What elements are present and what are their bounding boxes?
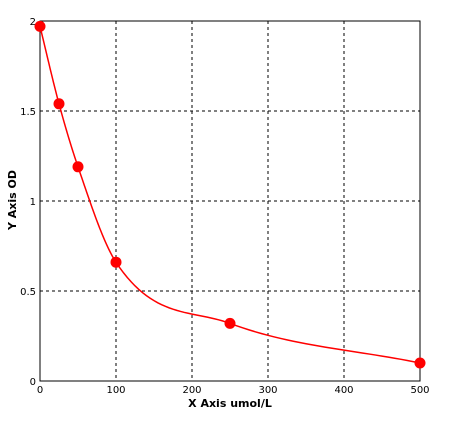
y-tick-label: 2 — [30, 17, 36, 28]
y-axis-title: Y Axis OD — [6, 170, 19, 231]
data-point — [224, 317, 236, 329]
data-point — [34, 20, 46, 32]
x-tick-labels: 0 100 200 300 400 500 — [37, 385, 430, 396]
x-tick-label: 400 — [334, 385, 353, 396]
y-tick-label: 0 — [30, 377, 36, 388]
y-tick-labels: 0 0.5 1 1.5 2 — [20, 17, 36, 388]
data-point — [53, 98, 65, 110]
x-tick-label: 0 — [37, 385, 43, 396]
data-point — [110, 256, 122, 268]
y-tick-label: 1.5 — [20, 107, 36, 118]
x-tick-label: 100 — [106, 385, 125, 396]
x-tick-label: 300 — [258, 385, 277, 396]
x-axis-title: X Axis umol/L — [188, 397, 272, 410]
y-tick-label: 0.5 — [20, 287, 36, 298]
plot-area-frame — [39, 20, 421, 382]
fit-curve-line — [39, 26, 421, 364]
data-point — [414, 357, 426, 369]
grid — [40, 21, 420, 381]
x-tick-label: 500 — [410, 385, 429, 396]
y-tick-label: 1 — [30, 197, 36, 208]
x-tick-label: 200 — [182, 385, 201, 396]
data-point — [72, 161, 84, 173]
data-points — [34, 20, 426, 369]
